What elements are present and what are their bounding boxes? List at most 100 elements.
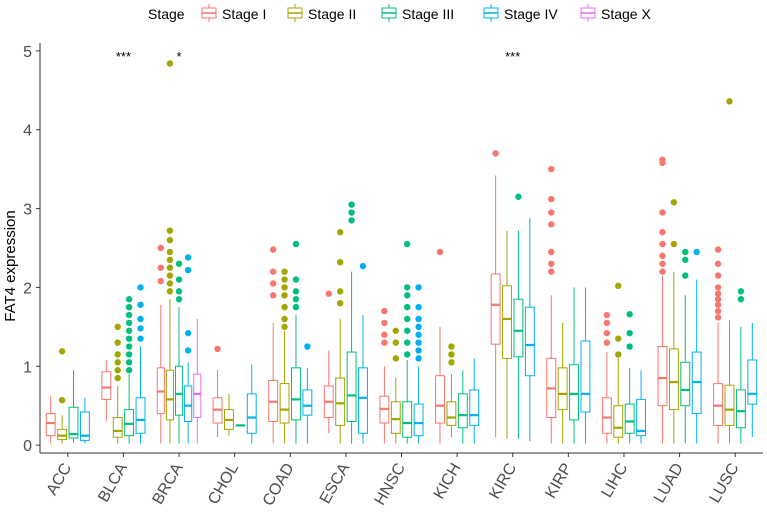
outlier-point [492,150,499,157]
outlier-point [381,339,388,346]
outlier-point [281,292,288,299]
outlier-point [415,284,422,291]
outlier-point [269,280,277,287]
y-tick-label: 1 [23,359,32,376]
outlier-point [292,276,300,283]
outlier-point [381,331,388,338]
box-esca-stage-iii [346,201,357,444]
outlier-point [603,339,611,346]
y-tick-label: 4 [23,123,32,140]
significance-label-blca: *** [116,49,131,64]
outlier-point [714,246,722,253]
outlier-point [166,272,174,279]
outlier-point [125,311,133,319]
iqr-box [680,361,691,407]
outlier-point [157,277,164,285]
box-blca-stage-iv [135,284,146,444]
box-brca-stage-i [156,244,165,444]
outlier-point [137,301,144,308]
iqr-box [413,403,424,437]
outlier-point [404,284,411,291]
outlier-point [125,335,133,342]
box-kirp-stage-iv [580,287,591,444]
outlier-point [615,351,622,358]
outlier-point [125,359,133,366]
outlier-point [166,264,174,271]
box-lusc-stage-iv [747,322,758,438]
outlier-point [659,268,666,275]
x-tick-label-lihc: LIHC [598,461,631,501]
legend-entry-stage-x: Stage X [580,4,651,22]
outlier-point [292,296,300,303]
iqr-box [657,346,668,407]
y-axis: 0 1 2 3 4 5 [23,43,41,455]
outlier-point [348,209,355,216]
iqr-box [735,389,746,429]
outlier-point [404,292,411,299]
outlier-point [125,296,133,303]
outlier-point [281,315,288,323]
outlier-point [166,256,174,264]
legend-entry-stage-i: Stage I [201,4,266,22]
outlier-point [714,260,722,267]
box-brca-stage-iii [174,260,184,444]
legend-entry-stage-iii: Stage III [381,4,454,22]
outlier-point [281,303,288,311]
outlier-point [415,323,422,331]
outlier-point [548,248,555,256]
group-kich [435,248,480,444]
group-coad [268,240,313,444]
outlier-point [175,288,183,295]
x-tick-label-acc: ACC [44,461,76,499]
outlier-point [714,296,722,303]
iqr-box [636,398,647,437]
box-kirc-stage-iii [513,193,524,439]
box-kich-stage-ii [446,343,457,438]
box-acc-stage-iii [68,370,79,443]
outlier-point [269,292,277,299]
iqr-box [469,389,480,426]
outlier-point [404,240,411,248]
box-acc-stage-iv [79,397,90,444]
outlier-point [682,248,689,256]
group-lusc [713,98,758,444]
outlier-point [214,345,221,353]
y-tick-label: 3 [23,202,32,219]
outlier-point [404,351,411,358]
box-kich-stage-i [435,248,445,444]
outlier-point [548,268,555,275]
outlier-point [603,311,611,319]
outlier-point [404,303,411,311]
group-luad [657,156,702,444]
box-coad-stage-iv [302,343,313,444]
box-lusc-stage-ii [724,98,735,444]
outlier-point [292,240,300,248]
iqr-box [624,403,635,434]
outlier-point [659,156,666,163]
legend-label: Stage II [308,6,356,22]
outlier-point [415,315,422,323]
outlier-point [615,282,622,290]
outlier-point [175,260,183,267]
legend-label: Stage III [402,6,454,22]
outlier-point [415,347,422,354]
outlier-point [392,339,399,346]
iqr-box [569,364,579,421]
outlier-point [415,339,422,346]
outlier-point [125,343,133,350]
iqr-box [124,409,135,437]
box-coad-stage-i [268,246,279,444]
outlier-point [626,311,633,318]
outlier-point [114,323,121,331]
box-lihc-stage-iv [636,370,647,444]
iqr-box [457,393,468,429]
outlier-point [714,290,722,297]
box-blca-stage-ii [112,323,123,444]
group-acc [45,348,90,444]
outlier-point [659,209,666,216]
outlier-point [415,303,422,311]
legend-label: Stage IV [504,6,558,22]
outlier-point [392,327,399,334]
outlier-point [281,323,288,331]
x-tick-label-chol: CHOL [205,460,242,507]
